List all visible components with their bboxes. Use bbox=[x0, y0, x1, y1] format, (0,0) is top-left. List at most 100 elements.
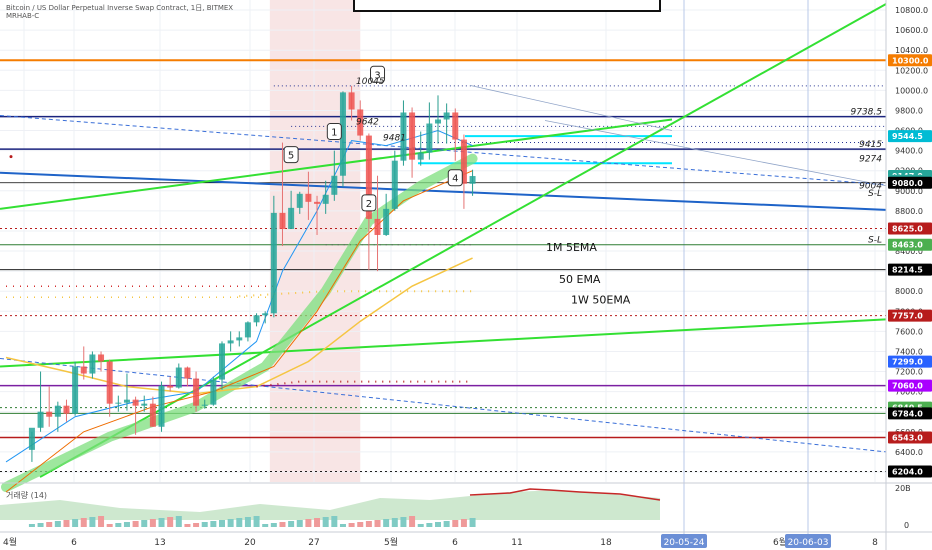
candle[interactable] bbox=[435, 95, 441, 144]
price-label-tag[interactable] bbox=[888, 263, 932, 276]
candle[interactable] bbox=[443, 103, 450, 144]
candle[interactable] bbox=[37, 371, 44, 432]
candle-body[interactable] bbox=[409, 112, 416, 160]
candle[interactable] bbox=[331, 150, 338, 201]
price-axis[interactable]: 10800.0 10600.0 10400.0 10200.0 10000.0 9800.… bbox=[885, 0, 932, 550]
price-label-tag[interactable] bbox=[888, 465, 932, 478]
candle[interactable] bbox=[244, 321, 251, 342]
candle-body[interactable] bbox=[141, 403, 148, 406]
candle-body[interactable] bbox=[72, 366, 79, 414]
candle-body[interactable] bbox=[115, 402, 122, 404]
candle[interactable] bbox=[383, 193, 390, 236]
price-label-tag[interactable] bbox=[888, 355, 932, 368]
candle[interactable] bbox=[452, 108, 459, 161]
candle-body[interactable] bbox=[417, 152, 424, 160]
time-axis[interactable]: 4월 6 13 20 27 5월 6 11 18 20-05-24 6월 20-06-03 8 bbox=[0, 531, 932, 548]
candle-body[interactable] bbox=[322, 194, 329, 204]
candle[interactable] bbox=[460, 134, 467, 209]
candle-body[interactable] bbox=[296, 193, 303, 208]
candle-body[interactable] bbox=[201, 404, 208, 406]
candle-body[interactable] bbox=[452, 112, 459, 140]
date-tag[interactable] bbox=[785, 534, 831, 548]
candle[interactable] bbox=[98, 351, 105, 372]
candle[interactable] bbox=[28, 427, 35, 462]
candle[interactable] bbox=[322, 180, 329, 214]
price-label-tag[interactable] bbox=[888, 407, 932, 420]
price-label-tag[interactable] bbox=[888, 176, 932, 189]
candle[interactable] bbox=[426, 102, 433, 160]
candle-body[interactable] bbox=[149, 403, 156, 427]
candle[interactable] bbox=[348, 85, 355, 121]
candle[interactable] bbox=[391, 150, 398, 211]
price-label-tag[interactable] bbox=[888, 238, 932, 251]
candle[interactable] bbox=[357, 100, 364, 141]
candle-body[interactable] bbox=[331, 175, 338, 195]
candle-body[interactable] bbox=[460, 139, 467, 184]
candle[interactable] bbox=[288, 190, 295, 229]
candle-body[interactable] bbox=[383, 208, 390, 235]
candle[interactable] bbox=[219, 341, 225, 390]
candle[interactable] bbox=[123, 373, 130, 411]
candle-body[interactable] bbox=[365, 135, 372, 219]
date-tag[interactable] bbox=[661, 534, 707, 548]
candle[interactable] bbox=[374, 175, 381, 272]
candle-body[interactable] bbox=[391, 160, 398, 209]
candle-body[interactable] bbox=[123, 399, 130, 403]
candle-body[interactable] bbox=[193, 378, 200, 406]
candle[interactable] bbox=[296, 191, 303, 214]
candle[interactable] bbox=[469, 169, 476, 196]
candle-body[interactable] bbox=[469, 176, 476, 184]
candle-body[interactable] bbox=[89, 354, 96, 374]
candle-body[interactable] bbox=[262, 313, 269, 316]
candle-body[interactable] bbox=[54, 405, 61, 417]
candle[interactable] bbox=[227, 331, 234, 352]
candle-body[interactable] bbox=[270, 212, 277, 314]
candle-body[interactable] bbox=[175, 367, 182, 388]
candle-body[interactable] bbox=[435, 119, 441, 124]
candle-body[interactable] bbox=[348, 92, 355, 110]
price-label-tag[interactable] bbox=[888, 130, 932, 143]
candle-body[interactable] bbox=[244, 322, 251, 338]
price-label-tag[interactable] bbox=[888, 222, 932, 235]
candle-body[interactable] bbox=[400, 112, 407, 161]
candle[interactable] bbox=[314, 195, 321, 235]
candle[interactable] bbox=[175, 363, 182, 389]
price-label-tag[interactable] bbox=[888, 379, 932, 392]
candle-body[interactable] bbox=[46, 411, 53, 417]
candle[interactable] bbox=[184, 366, 191, 387]
price-label-tag[interactable] bbox=[888, 54, 932, 67]
candle-body[interactable] bbox=[184, 367, 191, 379]
candle-body[interactable] bbox=[357, 109, 364, 136]
candle[interactable] bbox=[63, 399, 70, 422]
candle-body[interactable] bbox=[305, 193, 312, 202]
candle-body[interactable] bbox=[253, 315, 260, 323]
candle[interactable] bbox=[106, 359, 113, 417]
candle-body[interactable] bbox=[37, 411, 44, 428]
candles-layer[interactable] bbox=[28, 85, 476, 462]
price-label-tag[interactable] bbox=[888, 431, 932, 444]
candle[interactable] bbox=[400, 100, 407, 166]
candle[interactable] bbox=[262, 311, 269, 324]
candle-body[interactable] bbox=[132, 399, 139, 406]
candle-body[interactable] bbox=[314, 201, 321, 204]
candle-body[interactable] bbox=[98, 354, 105, 362]
candle[interactable] bbox=[54, 401, 61, 432]
candle-body[interactable] bbox=[339, 92, 346, 176]
candle[interactable] bbox=[417, 131, 424, 166]
candle[interactable] bbox=[305, 171, 312, 220]
price-label-tag[interactable] bbox=[888, 309, 932, 322]
candle[interactable] bbox=[141, 395, 148, 412]
candle-body[interactable] bbox=[219, 343, 225, 380]
candle-body[interactable] bbox=[236, 337, 243, 341]
candle-body[interactable] bbox=[443, 112, 450, 120]
candle[interactable] bbox=[193, 371, 200, 412]
candle-body[interactable] bbox=[210, 379, 217, 405]
candle[interactable] bbox=[210, 376, 217, 406]
candle-body[interactable] bbox=[374, 218, 381, 235]
candle[interactable] bbox=[339, 91, 346, 187]
candle[interactable] bbox=[236, 331, 243, 347]
candle-body[interactable] bbox=[63, 405, 70, 414]
candle[interactable] bbox=[89, 351, 96, 379]
candle[interactable] bbox=[46, 386, 53, 427]
